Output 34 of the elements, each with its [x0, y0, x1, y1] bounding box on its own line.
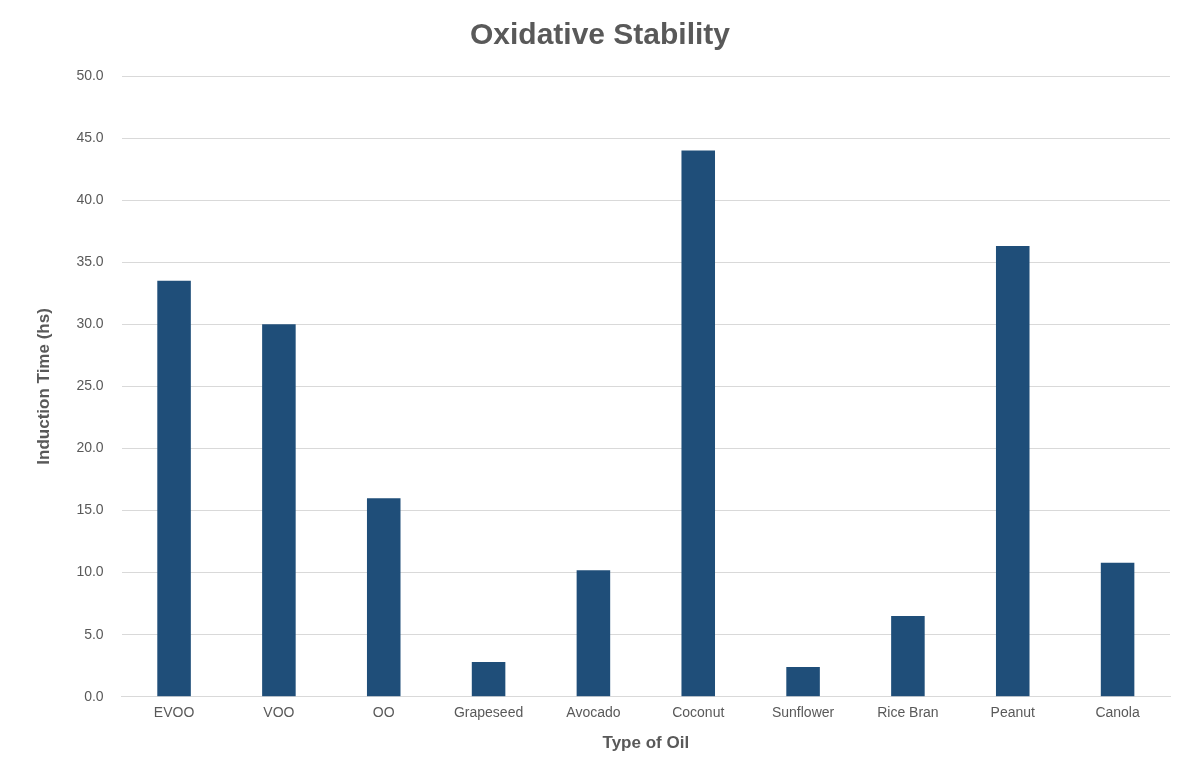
- bar: [157, 280, 191, 697]
- x-tick-label: Sunflower: [771, 704, 835, 721]
- bar: [681, 150, 716, 697]
- y-tick-label: 15.0: [76, 501, 104, 518]
- x-tick-label: Coconut: [672, 704, 725, 721]
- y-tick-label: 5.0: [84, 625, 104, 642]
- y-tick-label: 45.0: [76, 128, 104, 145]
- bar: [786, 667, 820, 697]
- bar: [576, 570, 611, 697]
- y-tick-label: 0.0: [84, 687, 104, 704]
- x-tick-label: Canola: [1095, 704, 1140, 721]
- chart-title: Oxidative Stability: [469, 17, 731, 51]
- x-tick-label: Rice Bran: [877, 704, 939, 721]
- x-tick-label: Avocado: [566, 704, 621, 721]
- x-tick-label: Grapeseed: [453, 704, 524, 721]
- y-tick-label: 30.0: [76, 315, 104, 332]
- bar: [891, 616, 925, 697]
- y-tick-label: 20.0: [76, 439, 104, 456]
- x-tick-label: EVOO: [153, 704, 195, 721]
- bar: [262, 324, 296, 697]
- x-tick-label: OO: [372, 704, 395, 721]
- bar: [366, 498, 401, 697]
- y-tick-label: 40.0: [76, 191, 104, 208]
- x-tick-label: VOO: [263, 704, 295, 721]
- x-tick-label: Peanut: [990, 704, 1036, 721]
- y-tick-label: 50.0: [76, 66, 104, 83]
- bar: [471, 662, 506, 697]
- y-axis-title: Induction Time (hs): [33, 308, 53, 465]
- bar: [995, 246, 1030, 697]
- y-tick-label: 10.0: [76, 563, 104, 580]
- y-tick-label: 35.0: [76, 253, 104, 270]
- y-tick-label: 25.0: [76, 377, 104, 394]
- x-axis-title: Type of Oil: [602, 733, 690, 753]
- bar: [1100, 562, 1135, 697]
